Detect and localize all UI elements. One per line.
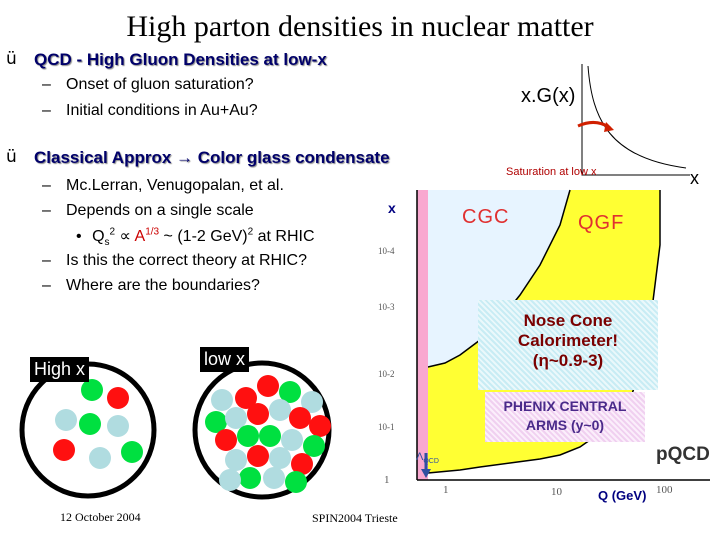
check-icon: ü <box>6 147 17 167</box>
gluon-xlabel: x <box>690 168 699 188</box>
gluon-dot <box>55 409 77 431</box>
pqcd-label: pQCD <box>656 444 710 465</box>
lambda-band <box>417 190 428 480</box>
high-x-label: High x <box>30 357 90 382</box>
dense-gluon-cluster <box>205 375 331 493</box>
nose-cone-box <box>478 300 658 390</box>
phenix-text: PHENIX CENTRAL ARMS (y~0) <box>503 398 627 433</box>
dash: – <box>42 76 51 93</box>
gluon-curve <box>587 65 687 169</box>
bullet2-item-4: Where are the boundaries? <box>66 277 260 294</box>
sketch-axes <box>581 64 690 176</box>
low-x-label: low x <box>200 347 250 372</box>
gluon-dot <box>89 447 111 469</box>
gluon-dot <box>79 413 101 435</box>
footer-date: 12 October 2004 <box>60 510 141 524</box>
bullet2-item-1: Mc.Lerran, Venugopalan, et al. <box>66 177 284 194</box>
x-tick: 1 <box>443 484 449 496</box>
nuclei-illustration <box>19 360 332 500</box>
gluon-dot <box>107 387 129 409</box>
x-tick: 10 <box>551 486 562 498</box>
bullet1-heading: QCD - High Gluon Densities at low-x <box>34 50 327 69</box>
y-tick: 10-4 <box>378 246 395 256</box>
footer-venue: SPIN2004 Trieste <box>312 511 398 525</box>
scale-formula: • Qs2 ∝ A1/3 ~ (1-2 GeV)2 at RHIC <box>76 226 315 249</box>
y-tick: 1 <box>384 474 390 486</box>
gluon-dot <box>53 439 75 461</box>
cgc-label: CGC <box>462 206 510 228</box>
y-tick: 10-1 <box>378 422 395 432</box>
y-tick: 10-2 <box>378 369 395 379</box>
slide-title: High parton densities in nuclear matter <box>126 10 594 43</box>
dash: – <box>42 202 51 219</box>
saturation-caption: Saturation at low x <box>506 166 597 178</box>
dash: – <box>42 177 51 194</box>
bullet2-item-3: Is this the correct theory at RHIC? <box>66 252 307 269</box>
dash: – <box>42 277 51 294</box>
bullet2-item-2: Depends on a single scale <box>66 202 254 219</box>
gluon-dot <box>107 415 129 437</box>
arrow-head-icon <box>604 122 614 132</box>
phenix-box <box>485 392 645 442</box>
phase-y-axis-label: x <box>388 200 396 216</box>
bullet1-item-1: Onset of gluon saturation? <box>66 76 254 93</box>
x-tick: 100 <box>656 484 673 496</box>
dash: – <box>42 252 51 269</box>
gluon-dot <box>81 379 103 401</box>
check-icon: ü <box>6 49 17 69</box>
lambda-qcd-label: ΛQCD <box>416 451 439 466</box>
qgf-label: QGF <box>578 212 625 234</box>
arrow-icon: → <box>176 148 194 167</box>
y-tick: 10-3 <box>378 302 395 312</box>
gluon-density-sketch <box>577 64 690 176</box>
phase-xlabel: Q (GeV) <box>598 488 647 503</box>
bullet2-heading: Classical Approx → Color glass condensat… <box>34 148 390 167</box>
gluon-dot <box>121 441 143 463</box>
bullet1-item-2: Initial conditions in Au+Au? <box>66 102 258 119</box>
dash: – <box>42 102 51 119</box>
arrow-down-icon <box>421 469 431 478</box>
gluon-ylabel: x.G(x) <box>521 85 576 107</box>
nose-cone-text: Nose Cone Calorimeter! (η~0.9-3) <box>517 311 619 370</box>
